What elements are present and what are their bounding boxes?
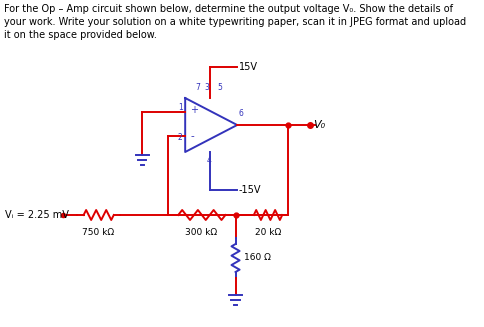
Text: +: +: [190, 105, 198, 115]
Text: -: -: [190, 131, 194, 141]
Text: V₀: V₀: [314, 120, 326, 130]
Text: 3: 3: [205, 83, 210, 92]
Text: 15V: 15V: [239, 62, 258, 72]
Text: 300 kΩ: 300 kΩ: [185, 228, 217, 237]
Text: 4: 4: [207, 156, 212, 165]
Text: -15V: -15V: [239, 185, 261, 195]
Text: 1: 1: [178, 104, 183, 112]
Text: 6: 6: [239, 109, 243, 118]
Text: 7: 7: [196, 83, 200, 92]
Text: For the Op – Amp circuit shown below, determine the output voltage V₀. Show the : For the Op – Amp circuit shown below, de…: [4, 4, 466, 41]
Text: Vᵢ = 2.25 mV: Vᵢ = 2.25 mV: [5, 210, 69, 220]
Text: 5: 5: [218, 83, 223, 92]
Text: 20 kΩ: 20 kΩ: [255, 228, 281, 237]
Text: 2: 2: [178, 133, 183, 143]
Text: 160 Ω: 160 Ω: [243, 253, 271, 263]
Text: 750 kΩ: 750 kΩ: [82, 228, 114, 237]
